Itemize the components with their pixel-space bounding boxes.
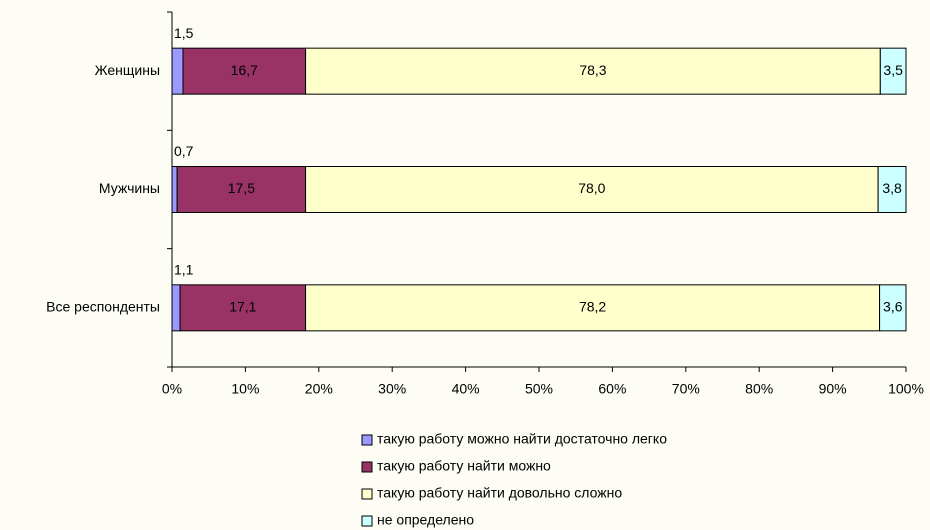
x-tick-label: 0% (162, 381, 182, 397)
legend-swatch (361, 488, 373, 500)
x-tick-label: 10% (231, 381, 259, 397)
bar-segment (182, 47, 307, 95)
bar-segment (877, 166, 907, 213)
x-tick-label: 20% (305, 381, 333, 397)
bar-segment (305, 47, 881, 95)
x-tick-label: 30% (378, 381, 406, 397)
category-label: Женщины (95, 62, 160, 78)
category-label: Все респонденты (46, 299, 160, 315)
bar-segment (879, 47, 907, 95)
legend-label: такую работу найти можно (377, 458, 551, 474)
x-tick-label: 70% (672, 381, 700, 397)
legend-swatch (361, 515, 373, 527)
bar-segment (171, 47, 184, 95)
x-tick-label: 90% (819, 381, 847, 397)
x-tick-label: 100% (888, 381, 924, 397)
x-tick-label: 60% (598, 381, 626, 397)
value-label: 78,2 (579, 299, 606, 315)
bar-segment (171, 166, 178, 213)
x-tick-label: 80% (745, 381, 773, 397)
bar-segment (171, 284, 181, 332)
value-label: 3,5 (883, 62, 903, 78)
value-label: 1,1 (174, 262, 194, 278)
legend-label: такую работу можно найти достаточно легк… (377, 431, 667, 447)
x-tick-label: 50% (525, 381, 553, 397)
legend-swatch (361, 461, 373, 473)
x-tick-label: 40% (452, 381, 480, 397)
bar-segment (305, 284, 881, 332)
value-label: 78,0 (578, 180, 605, 196)
value-label: 0,7 (174, 143, 194, 159)
legend-label: не определено (377, 512, 474, 528)
value-label: 3,8 (882, 180, 902, 196)
bar-segment (179, 284, 307, 332)
bar-segment (879, 284, 907, 332)
legend-label: такую работу найти довольно сложно (377, 485, 622, 501)
value-label: 17,5 (228, 180, 255, 196)
value-label: 78,3 (579, 62, 606, 78)
value-label: 17,1 (229, 299, 256, 315)
value-label: 1,5 (174, 25, 194, 41)
value-label: 16,7 (231, 62, 258, 78)
value-label: 3,6 (883, 299, 903, 315)
category-label: Мужчины (99, 180, 160, 196)
legend-swatch (361, 434, 373, 446)
